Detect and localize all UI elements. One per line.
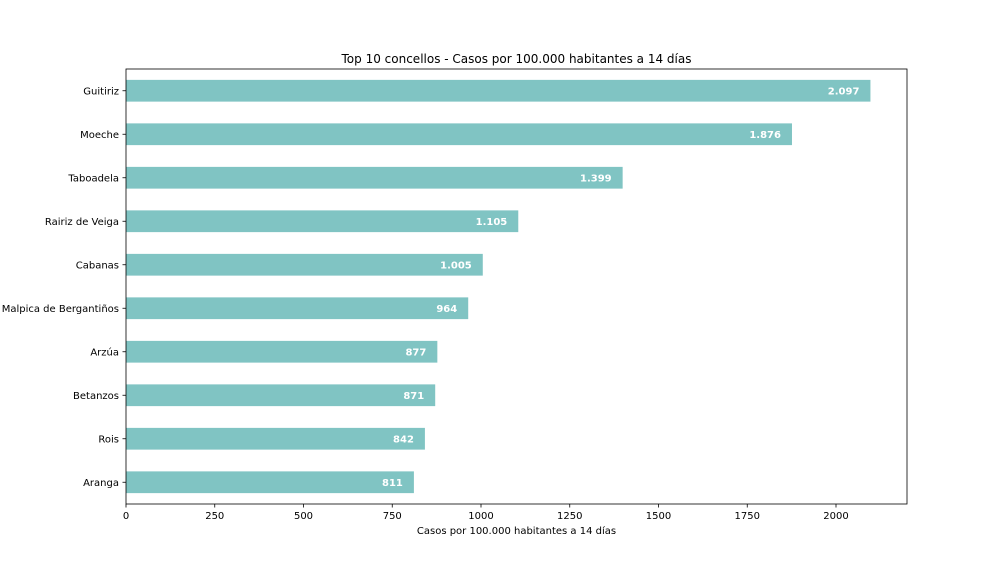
bar-6 [126, 340, 438, 363]
x-tick-label: 1000 [468, 511, 493, 522]
y-tick-labels: Guitiriz Moeche Taboadela Rairiz de Veiga Ca… [2, 86, 126, 489]
bar-value-label: 1.105 [476, 217, 508, 228]
bar-value-label: 2.097 [828, 86, 860, 97]
x-tick-label: 500 [294, 511, 313, 522]
y-tick-label: Rois [98, 434, 119, 445]
x-axis-ticks: 0 250 500 750 1000 1250 1500 1750 2000 [123, 504, 849, 522]
bar-1 [126, 123, 792, 146]
chart-title: Top 10 concellos - Casos por 100.000 hab… [341, 52, 692, 66]
bar-value-label: 1.399 [580, 173, 612, 184]
bar-value-label: 842 [393, 434, 414, 445]
x-tick-label: 750 [383, 511, 402, 522]
y-tick-label: Rairiz de Veiga [45, 217, 119, 228]
bar-value-label: 1.005 [440, 260, 472, 271]
bar-value-label: 1.876 [749, 130, 781, 141]
y-tick-label: Aranga [83, 478, 119, 489]
bar-4 [126, 253, 483, 276]
x-tick-label: 1750 [735, 511, 760, 522]
y-tick-label: Cabanas [76, 260, 119, 271]
y-tick-label: Malpica de Bergantiños [2, 304, 119, 315]
bar-2 [126, 166, 623, 189]
bar-0 [126, 79, 871, 102]
x-tick-label: 250 [205, 511, 224, 522]
x-tick-label: 2000 [823, 511, 848, 522]
bar-7 [126, 384, 436, 407]
y-tick-label: Betanzos [73, 391, 119, 402]
bar-9 [126, 471, 414, 494]
y-tick-label: Guitiriz [83, 86, 119, 97]
x-axis-label: Casos por 100.000 habitantes a 14 días [417, 525, 616, 537]
y-tick-label: Arzúa [90, 346, 119, 358]
plot-frame [125, 68, 908, 505]
y-tick-label: Moeche [80, 130, 119, 141]
x-tick-label: 0 [123, 511, 129, 522]
bar-value-label: 871 [403, 391, 424, 402]
bars-group: 2.097 1.876 1.399 1.105 1.005 964 877 871 842 811 [126, 79, 871, 494]
x-tick-label: 1500 [646, 511, 671, 522]
bar-value-label: 964 [436, 304, 457, 315]
bar-3 [126, 210, 519, 233]
bar-value-label: 877 [405, 347, 426, 358]
bar-5 [126, 297, 469, 320]
bar-value-label: 811 [382, 478, 403, 489]
x-tick-label: 1250 [557, 511, 582, 522]
y-tick-label: Taboadela [67, 173, 119, 184]
bar-8 [126, 427, 425, 450]
